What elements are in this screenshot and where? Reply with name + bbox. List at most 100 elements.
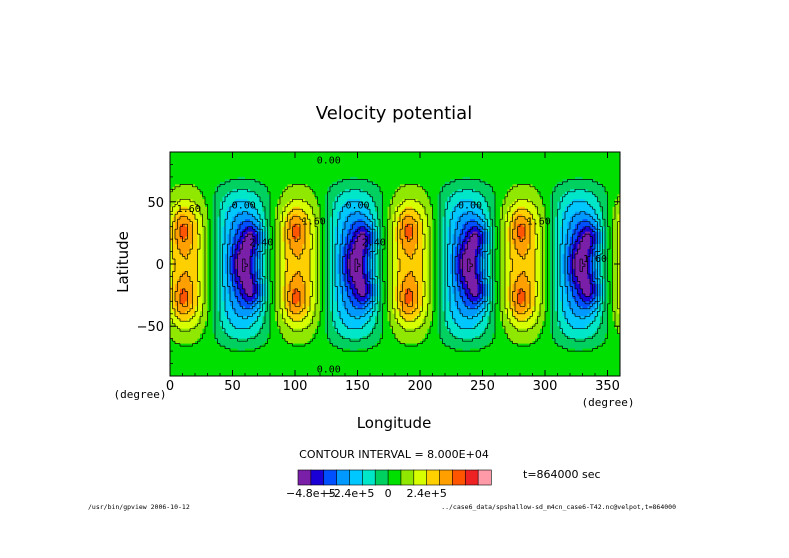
contour-cell	[615, 209, 618, 213]
contour-cell	[522, 186, 526, 190]
contour-cell	[350, 191, 353, 195]
contour-cell	[305, 189, 308, 193]
contour-cell	[382, 209, 386, 213]
contour-cell	[515, 159, 518, 163]
contour-cell	[175, 216, 178, 220]
contour-cell	[337, 156, 341, 160]
contour-cell	[562, 201, 566, 205]
contour-cell	[272, 211, 276, 215]
contour-cell	[277, 159, 281, 163]
contour-cell	[612, 196, 616, 200]
contour-cell	[252, 196, 256, 200]
contour-cell	[360, 189, 363, 193]
contour-cell	[300, 206, 303, 210]
contour-cell	[485, 174, 488, 178]
contour-cell	[380, 154, 383, 158]
contour-cell	[470, 216, 473, 220]
contour-cell	[477, 166, 481, 170]
contour-cell	[267, 179, 271, 183]
contour-cell	[497, 189, 501, 193]
contour-cell	[220, 166, 223, 170]
contour-cell	[470, 156, 473, 160]
contour-cell	[380, 216, 383, 220]
contour-cell	[277, 206, 281, 210]
contour-cell	[332, 181, 336, 185]
contour-cell	[507, 196, 511, 200]
contour-cell	[407, 156, 411, 160]
contour-cell	[567, 191, 571, 195]
contour-cell	[470, 171, 473, 175]
contour-cell	[542, 166, 546, 170]
contour-cell	[485, 189, 488, 193]
contour-cell	[390, 206, 393, 210]
contour-cell	[575, 209, 578, 213]
contour-cell	[572, 171, 576, 175]
contour-cell	[220, 199, 223, 203]
contour-cell	[370, 196, 373, 200]
contour-cell	[477, 171, 481, 175]
contour-cell	[397, 209, 401, 213]
contour-cell	[370, 161, 373, 165]
contour-cell	[427, 181, 431, 185]
contour-cell	[240, 161, 243, 165]
contour-cell	[327, 159, 331, 163]
contour-cell	[432, 174, 436, 178]
contour-cell	[302, 209, 306, 213]
contour-cell	[370, 174, 373, 178]
contour-cell	[472, 171, 476, 175]
contour-cell	[182, 189, 186, 193]
contour-cell	[595, 171, 598, 175]
contour-cell	[310, 214, 313, 218]
contour-cell	[292, 206, 296, 210]
contour-cell	[545, 181, 548, 185]
contour-cell	[547, 166, 551, 170]
contour-cell	[282, 211, 286, 215]
contour-cell	[525, 159, 528, 163]
contour-cell	[195, 216, 198, 220]
contour-cell	[500, 184, 503, 188]
contour-cell	[237, 191, 241, 195]
contour-cell	[500, 196, 503, 200]
contour-cell	[500, 219, 503, 223]
contour-cell	[455, 216, 458, 220]
contour-cell	[532, 156, 536, 160]
contour-cell	[400, 166, 403, 170]
contour-cell	[490, 206, 493, 210]
contour-cell	[467, 152, 471, 155]
contour-cell	[317, 211, 321, 215]
contour-cell	[182, 154, 186, 158]
contour-cell	[537, 174, 541, 178]
contour-cell	[537, 164, 541, 168]
contour-cell	[317, 199, 321, 203]
contour-cell	[502, 204, 506, 208]
contour-cell	[515, 156, 518, 160]
contour-cell	[442, 204, 446, 208]
contour-cell	[430, 181, 433, 185]
contour-cell	[357, 171, 361, 175]
contour-cell	[602, 176, 606, 180]
contour-cell	[382, 201, 386, 205]
contour-cell	[390, 201, 393, 205]
contour-cell	[345, 204, 348, 208]
contour-cell	[287, 204, 291, 208]
contour-cell	[317, 159, 321, 163]
contour-cell	[452, 206, 456, 210]
contour-cell	[472, 191, 476, 195]
contour-cell	[430, 171, 433, 175]
contour-cell	[360, 161, 363, 165]
contour-cell	[517, 189, 521, 193]
contour-cell	[525, 166, 528, 170]
contour-cell	[497, 184, 501, 188]
contour-cell	[315, 154, 318, 158]
contour-cell	[322, 209, 326, 213]
contour-cell	[337, 179, 341, 183]
contour-cell	[562, 152, 566, 155]
contour-cell	[477, 164, 481, 168]
contour-cell	[465, 176, 468, 180]
contour-cell	[360, 164, 363, 168]
contour-cell	[257, 176, 261, 180]
contour-cell	[197, 211, 201, 215]
contour-cell	[490, 166, 493, 170]
contour-cell	[230, 161, 233, 165]
contour-cell	[410, 194, 413, 198]
